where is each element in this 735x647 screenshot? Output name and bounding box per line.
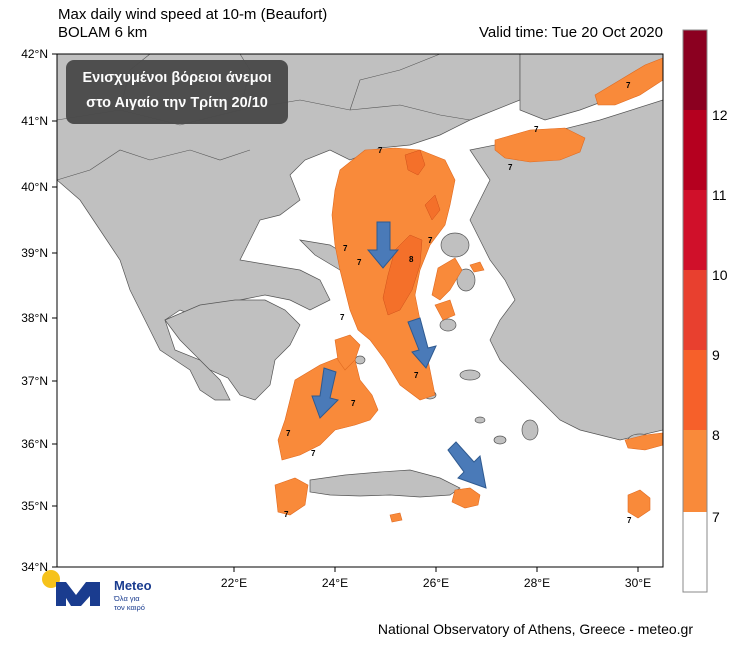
map-frame bbox=[56, 53, 664, 568]
map-title: Max daily wind speed at 10-m (Beaufort) bbox=[58, 6, 328, 23]
contour-label: 7 bbox=[311, 449, 316, 458]
lon-label: 24°E bbox=[322, 576, 348, 590]
contour-label: 7 bbox=[343, 244, 348, 253]
lat-label: 36°N bbox=[21, 437, 48, 451]
lat-labels: 42°N 41°N 40°N 39°N 38°N 37°N 36°N 35°N … bbox=[21, 47, 48, 574]
meteo-logo bbox=[42, 570, 100, 606]
land-masses bbox=[56, 53, 664, 498]
annotation-line2: στο Αιγαίο την Τρίτη 20/10 bbox=[86, 95, 268, 111]
lat-label: 34°N bbox=[21, 560, 48, 574]
lat-label: 40°N bbox=[21, 180, 48, 194]
contour-label: 7 bbox=[378, 146, 383, 155]
arrow-north-aegean bbox=[366, 221, 400, 269]
contour-label: 7 bbox=[284, 510, 289, 519]
colorbar-label: 12 bbox=[712, 107, 728, 123]
arrow-west-cyclades bbox=[311, 367, 339, 419]
lon-label: 22°E bbox=[221, 576, 247, 590]
lat-label: 39°N bbox=[21, 246, 48, 260]
contour-label: 7 bbox=[357, 258, 362, 267]
lat-label: 41°N bbox=[21, 114, 48, 128]
contour-label: 7 bbox=[627, 516, 632, 525]
lat-label: 37°N bbox=[21, 374, 48, 388]
tick-marks bbox=[52, 53, 639, 572]
contour-label: 8 bbox=[409, 255, 414, 264]
contour-label: 7 bbox=[428, 236, 433, 245]
colorbar-label: 9 bbox=[712, 347, 720, 363]
meteo-m-icon bbox=[56, 582, 100, 606]
sun-icon bbox=[42, 570, 60, 588]
lon-label: 26°E bbox=[423, 576, 449, 590]
wind-8-areas bbox=[382, 149, 441, 316]
colorbar-label: 10 bbox=[712, 267, 728, 283]
logo-tagline-2: τον καιρό bbox=[114, 603, 145, 612]
logo-name: Meteo bbox=[114, 578, 152, 593]
contour-label: 7 bbox=[626, 81, 631, 90]
colorbar-labels: 12 11 10 9 8 7 bbox=[712, 107, 728, 525]
colorbar-label: 7 bbox=[712, 509, 720, 525]
logo-tagline: Όλα για τον καιρό bbox=[114, 594, 145, 612]
footer-credit[interactable]: National Observatory of Athens, Greece -… bbox=[377, 621, 693, 637]
colorbar-label: 11 bbox=[712, 187, 727, 203]
lat-label: 35°N bbox=[21, 499, 48, 513]
model-label: BOLAM 6 km bbox=[58, 24, 148, 41]
colorbar-label: 8 bbox=[712, 427, 720, 443]
annotation-box: Ενισχυμένοι βόρειοι άνεμοι στο Αιγαίο τη… bbox=[66, 60, 288, 124]
lon-labels: 22°E 24°E 26°E 28°E 30°E bbox=[221, 576, 651, 590]
contour-label: 7 bbox=[508, 163, 513, 172]
lat-label: 42°N bbox=[21, 47, 48, 61]
contour-labels: 7 7 7 7 7 8 7 7 7 7 7 7 7 7 7 bbox=[284, 81, 632, 525]
colorbar: 12 11 10 9 8 7 bbox=[682, 29, 728, 593]
annotation-line1: Ενισχυμένοι βόρειοι άνεμοι bbox=[82, 70, 272, 86]
arrow-east-crete bbox=[447, 441, 487, 489]
logo-tagline-1: Όλα για bbox=[114, 594, 140, 603]
contour-label: 7 bbox=[534, 125, 539, 134]
arrow-central-aegean bbox=[407, 317, 437, 369]
lon-label: 30°E bbox=[625, 576, 651, 590]
contour-label: 7 bbox=[340, 313, 345, 322]
lon-label: 28°E bbox=[524, 576, 550, 590]
lat-label: 38°N bbox=[21, 311, 48, 325]
contour-label: 7 bbox=[414, 371, 419, 380]
contour-label: 7 bbox=[286, 429, 291, 438]
wind-arrows bbox=[311, 221, 487, 489]
valid-time: Valid time: Tue 20 Oct 2020 bbox=[479, 24, 663, 41]
contour-label: 7 bbox=[351, 399, 356, 408]
